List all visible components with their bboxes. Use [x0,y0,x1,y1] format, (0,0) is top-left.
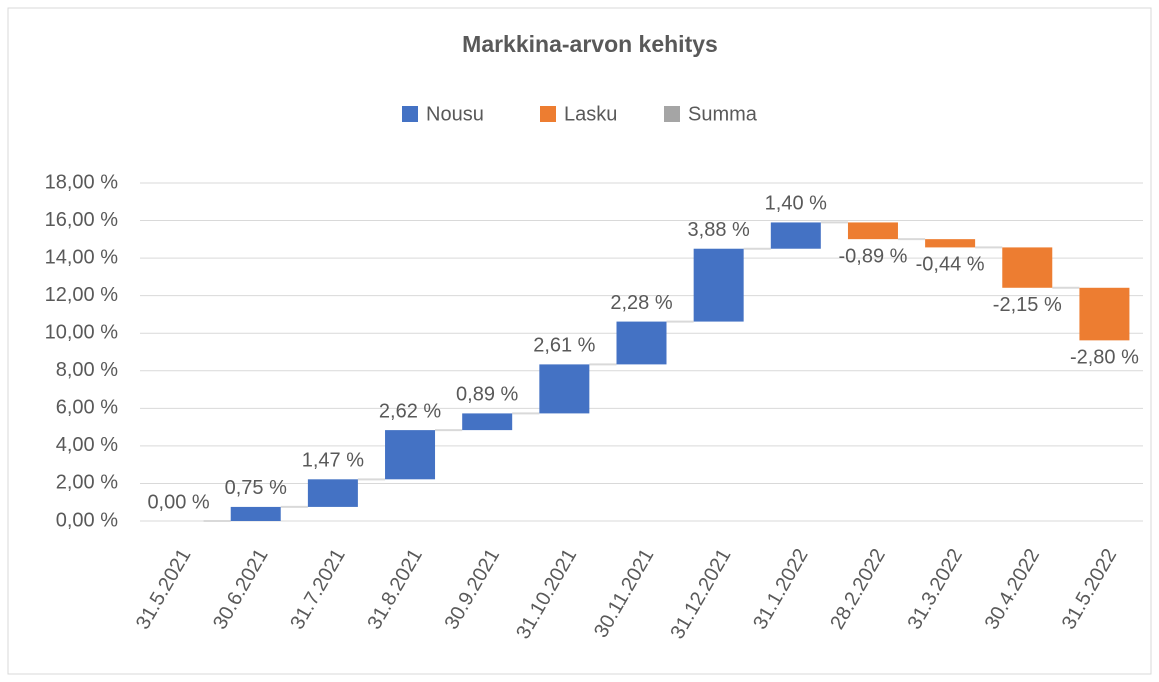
bar [307,479,358,507]
data-label: -2,80 % [1070,347,1139,369]
data-label: 0,89 % [456,384,518,406]
bar [693,248,744,322]
y-tick-label: 16,00 % [45,209,119,231]
data-label: 0,00 % [147,491,209,513]
bar [770,222,821,249]
data-label: 0,75 % [225,477,287,499]
data-label: 2,28 % [610,292,672,314]
legend-swatch [540,106,556,122]
y-tick-label: 8,00 % [56,359,118,381]
bar [462,413,513,431]
y-tick-label: 0,00 % [56,509,118,531]
legend-label: Summa [688,103,758,125]
data-label: 2,62 % [379,400,441,422]
data-label: -0,89 % [838,245,907,267]
data-label: 3,88 % [688,219,750,241]
bar [925,239,976,248]
legend-swatch [664,106,680,122]
y-tick-label: 18,00 % [45,171,119,193]
data-label: 2,61 % [533,335,595,357]
y-tick-label: 14,00 % [45,246,119,268]
y-tick-label: 10,00 % [45,322,119,344]
bar [1079,287,1130,341]
y-tick-label: 12,00 % [45,284,119,306]
bar [847,222,898,240]
data-label: -2,15 % [993,294,1062,316]
chart-title: Markkina-arvon kehitys [462,31,718,57]
bar [1002,247,1053,288]
y-tick-label: 6,00 % [56,397,118,419]
y-tick-label: 4,00 % [56,434,118,456]
bar [616,321,667,365]
legend-label: Nousu [426,103,484,125]
data-label: 1,47 % [302,450,364,472]
bar [230,506,281,521]
bar [385,430,436,480]
y-tick-label: 2,00 % [56,472,118,494]
chart-border [7,7,1152,675]
legend-label: Lasku [564,103,617,125]
data-label: 1,40 % [765,193,827,215]
data-label: -0,44 % [916,254,985,276]
legend-swatch [402,106,418,122]
bar [539,364,590,414]
